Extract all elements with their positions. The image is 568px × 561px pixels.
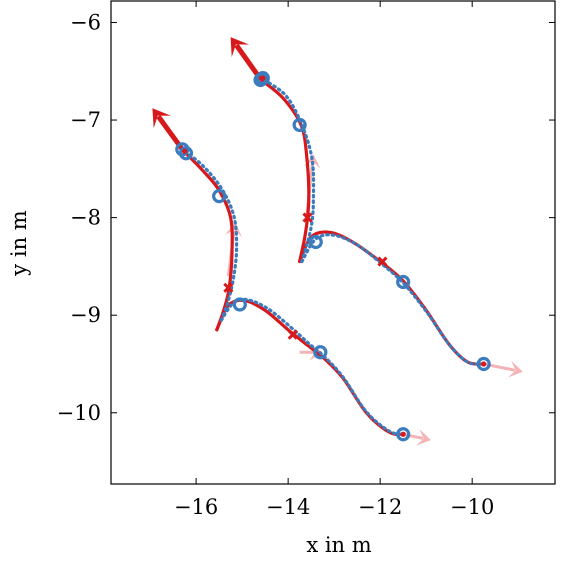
red-path-series xyxy=(180,147,234,332)
x-axis-label: x in m xyxy=(306,533,371,557)
blue-dotted-series xyxy=(300,233,486,366)
red-arrow-shaft xyxy=(234,43,263,81)
y-tick-label: −8 xyxy=(70,206,101,230)
blue-dotted-series xyxy=(261,77,316,264)
blue-circle-marker xyxy=(308,234,323,250)
blue-dotted-series xyxy=(219,297,405,436)
red-dot-marker xyxy=(400,431,406,437)
y-tick-label: −10 xyxy=(57,401,101,425)
red-path-series xyxy=(298,230,486,366)
y-tick-label: −7 xyxy=(70,108,101,132)
red-cross-marker xyxy=(287,329,298,340)
red-arrow-head xyxy=(152,108,171,129)
x-tick-label: −14 xyxy=(266,495,310,519)
blue-circle-marker xyxy=(253,72,268,88)
plot-area xyxy=(152,37,523,446)
red-cross-marker xyxy=(223,282,234,293)
pink-arrow-head xyxy=(415,428,431,446)
x-tick-label: −16 xyxy=(174,495,218,519)
plot-frame xyxy=(110,0,556,485)
red-cross-marker xyxy=(377,256,388,267)
y-axis-label: y in m xyxy=(7,210,31,276)
pink-arrow-head xyxy=(507,360,523,378)
blue-circle-marker xyxy=(212,189,227,204)
blue-circle-marker xyxy=(178,146,194,161)
blue-circle-marker xyxy=(232,297,247,312)
x-tick-label: −10 xyxy=(450,495,494,519)
red-cross-marker xyxy=(302,212,313,223)
blue-circle-marker xyxy=(396,274,411,290)
tick-labels: −16 −14 −12 −10 −6 −7 −8 −9 −10 xyxy=(57,10,495,519)
red-dot-marker xyxy=(260,75,266,81)
red-arrow-head xyxy=(230,37,250,58)
pink-arrow-shaft xyxy=(402,432,424,440)
red-path-series xyxy=(215,298,405,437)
blue-circle-marker xyxy=(396,427,411,442)
blue-circle-marker xyxy=(292,117,307,133)
red-path-series xyxy=(256,74,311,264)
y-tick-label: −6 xyxy=(70,10,101,34)
x-tick-label: −12 xyxy=(358,495,402,519)
blue-circle-marker xyxy=(476,356,491,372)
red-dot-marker xyxy=(481,361,487,367)
axis-ticks xyxy=(111,1,555,484)
y-tick-label: −9 xyxy=(70,303,101,327)
blue-circle-marker xyxy=(313,345,328,360)
blue-dotted-series xyxy=(183,149,239,322)
red-dot-marker xyxy=(182,148,188,154)
